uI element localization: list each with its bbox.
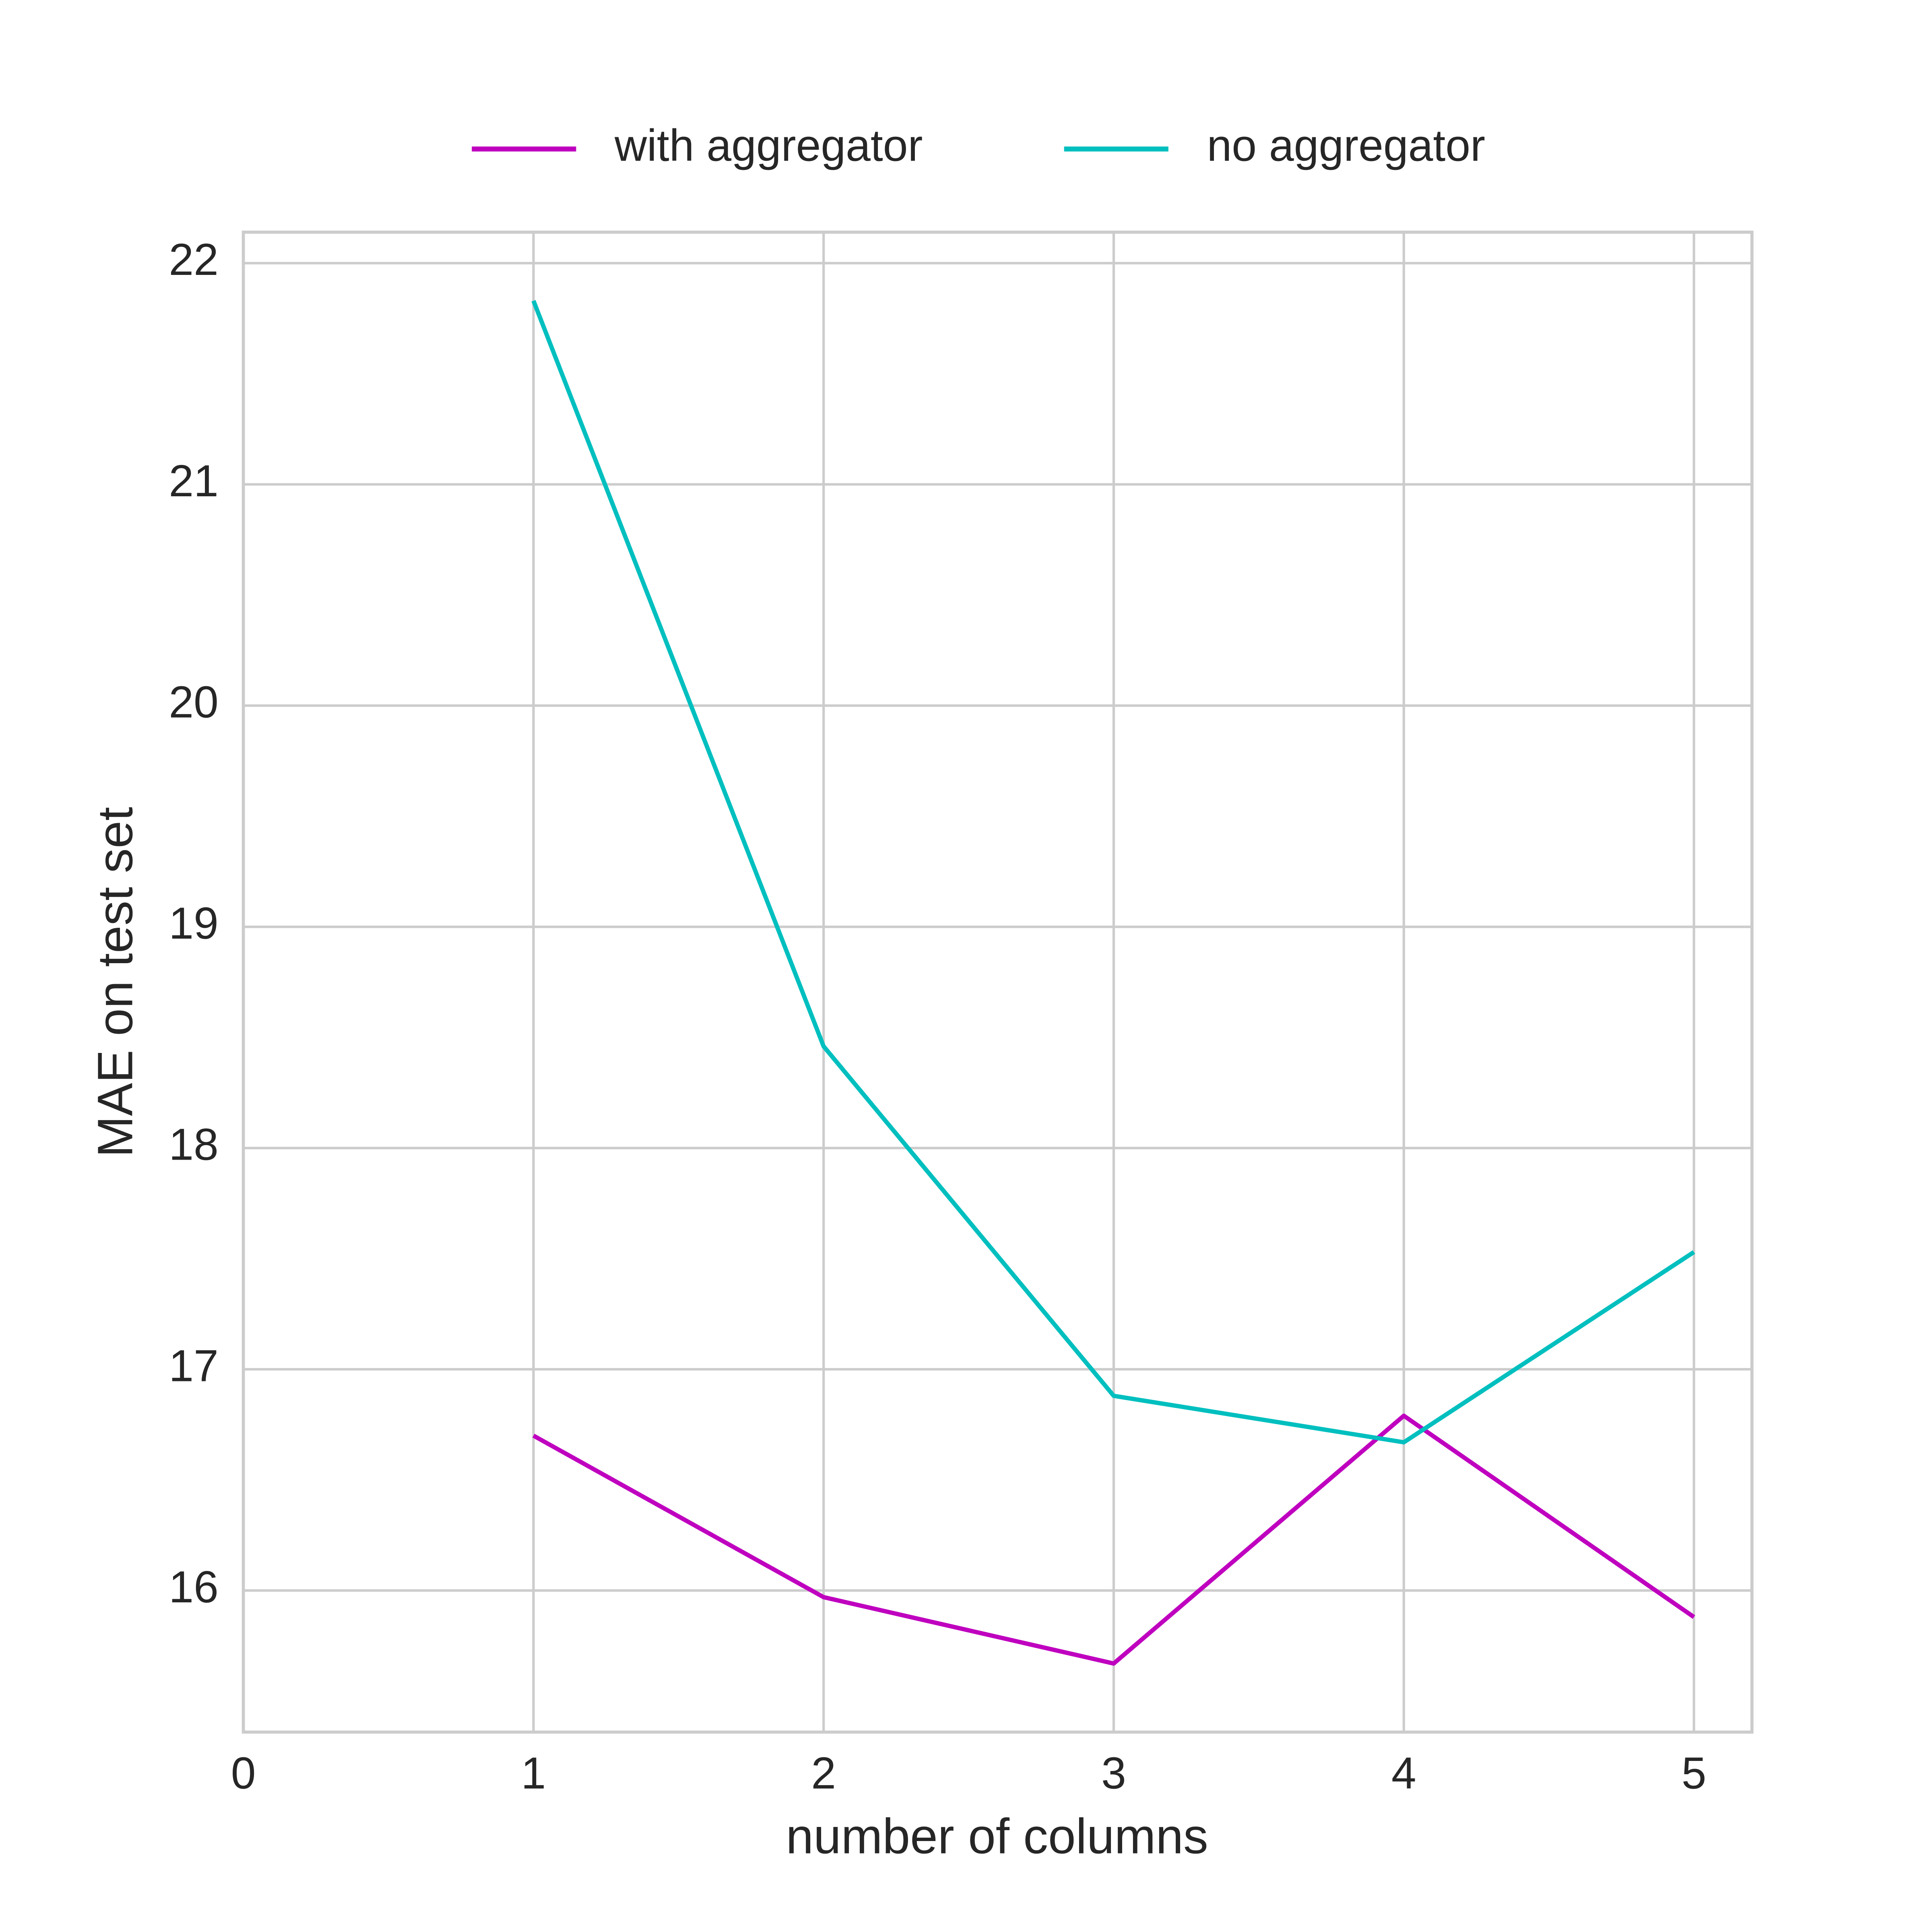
y-tick-label: 17 <box>169 1340 219 1391</box>
y-tick-label: 16 <box>169 1562 219 1612</box>
data-line <box>532 1413 1695 1666</box>
x-tick-label: 0 <box>231 1748 256 1798</box>
y-tick-label: 22 <box>169 234 219 285</box>
x-tick-label: 5 <box>1682 1748 1707 1798</box>
y-tick-label: 19 <box>169 898 219 948</box>
x-tick-label: 3 <box>1101 1748 1126 1798</box>
x-axis-label: number of columns <box>786 1808 1208 1864</box>
plot-frame <box>242 231 1754 1734</box>
x-tick-label: 2 <box>811 1748 836 1798</box>
y-tick-label: 18 <box>169 1119 219 1170</box>
y-tick-label: 21 <box>169 456 219 506</box>
legend-label: with aggregator <box>614 120 923 171</box>
legend-label: no aggregator <box>1207 120 1485 171</box>
y-axis-label: MAE on test set <box>88 807 143 1158</box>
x-tick-label: 1 <box>521 1748 546 1798</box>
x-tick-label: 4 <box>1391 1748 1416 1798</box>
data-line <box>531 300 1695 1445</box>
y-tick-label: 20 <box>169 677 219 727</box>
